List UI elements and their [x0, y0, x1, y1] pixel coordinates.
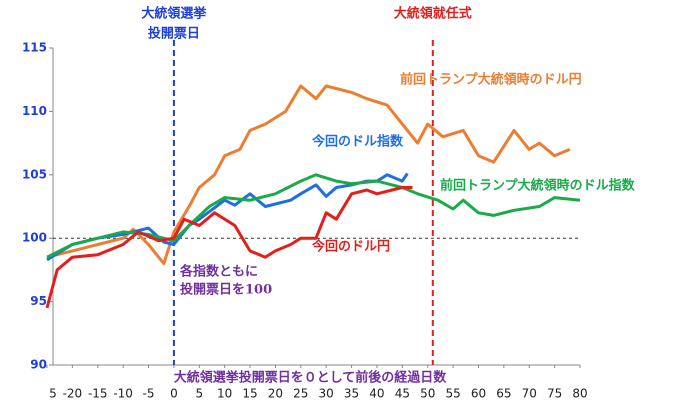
event-label: 大統領就任式: [394, 6, 472, 22]
x-tick-label: -5: [143, 387, 155, 401]
y-tick-label: 95: [30, 294, 47, 308]
x-tick-label: 45: [395, 387, 410, 401]
x-tick-label: 75: [547, 387, 562, 401]
x-tick-label: 80: [572, 387, 587, 401]
x-tick-label: 15: [242, 387, 257, 401]
x-tick-label: 10: [217, 387, 232, 401]
x-tick-label: 50: [420, 387, 435, 401]
x-tick-label: 55: [445, 387, 460, 401]
series-line: [45, 186, 413, 309]
note: 各指数ともに: [179, 264, 258, 280]
y-tick-label: 115: [22, 41, 47, 55]
x-axis-title: 大統領選挙投開票日を０として前後の経過日数: [174, 370, 448, 386]
event-label: 投開票日: [148, 26, 200, 42]
series-line: [46, 84, 571, 266]
x-tick-label: -15: [88, 387, 108, 401]
y-tick-label: 100: [22, 231, 47, 245]
x-tick-label: -20: [63, 387, 83, 401]
y-tick-label: 105: [22, 167, 47, 181]
legend-label: 前回トランプ大統領時のドル円: [400, 72, 582, 88]
y-tick-label: 90: [30, 358, 47, 372]
x-tick-label: 65: [496, 387, 511, 401]
legend-label: 前回トランプ大統領時のドル指数: [440, 178, 636, 194]
x-tick-label: 35: [344, 387, 359, 401]
x-tick-label: 70: [522, 387, 537, 401]
x-tick-label: 20: [268, 387, 283, 401]
series-line: [46, 173, 581, 259]
legend-label: 今回のドル円: [311, 239, 390, 255]
x-tick-label: 40: [369, 387, 384, 401]
x-tick-label: 5: [195, 387, 203, 401]
y-tick-label: 110: [22, 104, 47, 118]
x-tick-label: 60: [471, 387, 486, 401]
event-label: 大統領選挙: [141, 6, 207, 22]
x-tick-label: 30: [319, 387, 334, 401]
legend-label: 今回のドル指数: [311, 134, 404, 150]
x-tick-label: 0: [170, 387, 178, 401]
x-tick-label: 25: [293, 387, 308, 401]
x-tick-label: -10: [113, 387, 133, 401]
note: 投開票日を100: [180, 282, 272, 298]
x-tick-label: 5: [49, 387, 57, 401]
